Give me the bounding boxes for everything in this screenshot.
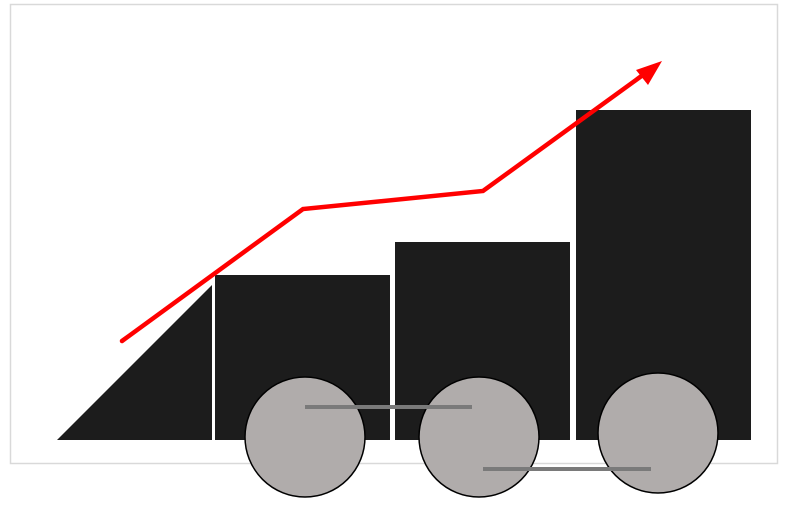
coupling-rods	[305, 405, 651, 471]
wheel-2	[418, 376, 540, 498]
trend-arrowhead	[636, 61, 662, 85]
train-wheels	[244, 372, 719, 498]
wheel-1	[244, 376, 366, 498]
trend-line	[119, 69, 650, 344]
nose-wedge	[57, 285, 212, 440]
rising-trend-arrow	[119, 61, 662, 344]
wheel-3	[597, 372, 719, 494]
